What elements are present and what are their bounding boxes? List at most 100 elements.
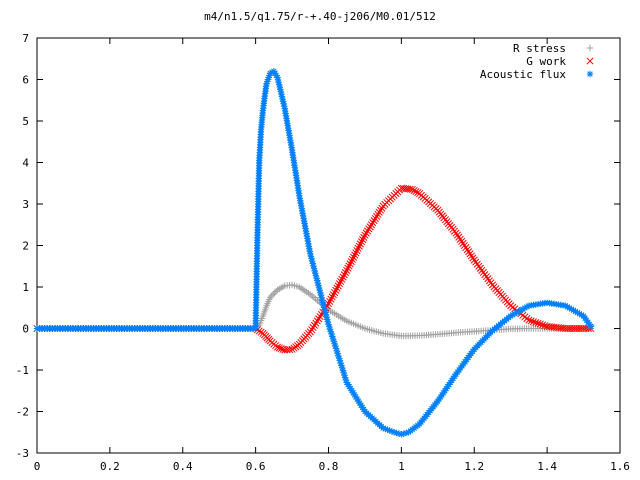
data-point (357, 402, 365, 409)
plot-frame (36, 37, 621, 454)
data-point (263, 80, 270, 87)
data-point (350, 389, 357, 397)
data-point (326, 297, 334, 305)
data-point (371, 214, 379, 223)
data-point (340, 369, 347, 376)
data-point (279, 98, 287, 105)
data-point (276, 83, 283, 91)
data-point (562, 302, 569, 309)
data-point (337, 359, 344, 367)
data-point (568, 305, 575, 313)
data-point (534, 319, 542, 327)
data-point (507, 312, 514, 320)
data-point (329, 333, 336, 340)
data-point (541, 322, 549, 330)
data-point (398, 431, 405, 438)
data-point (525, 316, 533, 324)
data-point (271, 289, 278, 297)
data-point (325, 321, 332, 328)
data-point (361, 231, 369, 239)
data-point (334, 282, 342, 290)
data-point (326, 323, 333, 330)
data-point (330, 338, 338, 345)
data-point (343, 266, 351, 274)
data-point (312, 270, 319, 277)
x-tick-label: 0.2 (100, 460, 120, 473)
data-point (532, 318, 540, 327)
data-point (339, 367, 347, 374)
data-point (278, 90, 285, 98)
data-point (511, 310, 518, 317)
data-point (333, 347, 341, 355)
data-point (382, 425, 389, 433)
data-point (335, 355, 343, 362)
data-point (356, 400, 363, 407)
data-point (521, 304, 529, 312)
y-tick-label: -3 (16, 447, 29, 460)
data-point (414, 189, 422, 197)
data-point (359, 404, 366, 411)
data-point (277, 345, 285, 353)
data-point (576, 310, 583, 317)
data-point (360, 406, 367, 413)
data-point (326, 325, 334, 333)
data-point (347, 258, 355, 266)
data-point (318, 294, 325, 301)
data-point (373, 212, 381, 221)
x-tick-label: 0.6 (246, 460, 266, 473)
data-point (369, 219, 377, 227)
data-point (328, 330, 335, 338)
y-tick-label: 5 (22, 115, 29, 128)
data-point (270, 68, 278, 75)
data-point (329, 335, 337, 343)
data-point (268, 69, 276, 76)
data-point (335, 352, 342, 360)
x-tick-label: 0 (34, 460, 41, 473)
data-point (323, 313, 330, 321)
data-point (332, 345, 340, 352)
data-point (274, 76, 282, 84)
y-tick-label: 3 (22, 198, 29, 211)
data-point (307, 253, 315, 260)
data-point (365, 225, 373, 233)
data-point (328, 293, 336, 301)
data-point (322, 308, 329, 316)
data-point (356, 240, 364, 248)
data-point (363, 227, 372, 235)
data-point (395, 430, 403, 437)
data-point (310, 262, 317, 270)
data-point (331, 340, 338, 347)
x-tick-label: 0.4 (173, 460, 193, 473)
data-point (517, 307, 525, 314)
data-point (265, 74, 272, 81)
data-point (354, 244, 362, 252)
data-point (384, 426, 391, 433)
legend-label: Acoustic flux (480, 68, 566, 81)
data-point (269, 291, 277, 298)
data-point (539, 321, 547, 329)
data-point (264, 78, 271, 85)
data-point (338, 364, 346, 372)
y-tick-label: -1 (16, 364, 29, 377)
data-point (375, 208, 383, 216)
data-point (310, 265, 318, 272)
x-tick-label: 0.8 (319, 460, 339, 473)
data-point (340, 271, 348, 279)
x-tick-label: 1.6 (610, 460, 630, 473)
data-point (324, 318, 332, 326)
data-point (331, 288, 339, 297)
y-tick-label: 0 (22, 323, 29, 336)
data-point (574, 309, 581, 316)
legend-label: G work (526, 55, 566, 68)
data-point (572, 308, 579, 315)
data-point (349, 253, 358, 261)
y-tick-label: 1 (22, 281, 29, 294)
data-point (412, 187, 420, 196)
data-point (308, 255, 315, 262)
data-point (346, 383, 353, 390)
plot-border (36, 37, 621, 454)
data-point (362, 229, 370, 237)
data-point (327, 295, 335, 303)
